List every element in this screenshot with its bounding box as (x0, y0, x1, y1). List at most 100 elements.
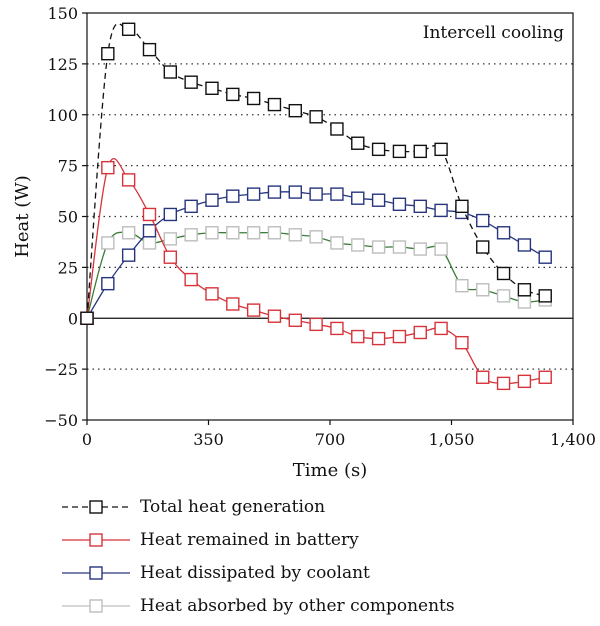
data-point (80, 311, 94, 325)
data-point (434, 142, 448, 157)
series-2 (80, 185, 552, 325)
data-point (351, 191, 365, 205)
legend: Total heat generation Heat remained in b… (60, 490, 560, 622)
data-point (434, 321, 448, 336)
series-layer (80, 22, 552, 391)
legend-marker (89, 565, 103, 580)
data-point (163, 250, 178, 264)
data-point (267, 309, 282, 323)
legend-label: Total heat generation (140, 496, 326, 517)
data-point (226, 189, 240, 203)
y-tick-label: 75 (58, 157, 78, 176)
data-point (101, 160, 115, 175)
x-tick-label: 350 (193, 430, 224, 449)
data-point (309, 187, 323, 201)
legend-label: Heat remained in battery (140, 529, 359, 550)
legend-item-heat-absorbed-by-other-components: Heat absorbed by other components (60, 589, 560, 622)
data-point (184, 272, 198, 287)
data-point (288, 228, 302, 242)
data-point (434, 203, 448, 218)
data-point (434, 242, 448, 256)
data-point (246, 303, 261, 317)
y-tick-label: −50 (44, 411, 78, 430)
data-point (246, 226, 261, 240)
legend-swatch (62, 532, 130, 547)
data-point (309, 317, 323, 332)
legend-item-total-heat-generation: Total heat generation (60, 490, 560, 523)
data-point (476, 240, 490, 254)
legend-item-heat-remained-in-battery: Heat remained in battery (60, 523, 560, 556)
x-tick-label: 0 (82, 430, 92, 449)
data-point (392, 197, 407, 211)
data-point (226, 226, 240, 240)
data-point (517, 238, 532, 252)
data-point (455, 335, 469, 350)
data-point (538, 289, 552, 303)
x-tick-label: 700 (315, 430, 346, 449)
data-point (184, 75, 198, 89)
data-point (371, 240, 386, 254)
data-point (101, 236, 115, 250)
data-point (121, 248, 136, 262)
data-point (476, 283, 490, 297)
legend-swatch (62, 499, 130, 514)
legend-marker (89, 598, 103, 613)
data-point (288, 185, 302, 199)
data-point (330, 321, 344, 336)
x-axis-ticks: 0 350 700 1,050 1,400 (82, 420, 596, 449)
legend-label: Heat absorbed by other components (140, 595, 455, 616)
data-point (184, 199, 198, 214)
data-point (142, 42, 157, 57)
data-point (496, 376, 511, 391)
y-axis-label: Heat (W) (12, 175, 33, 258)
y-tick-label: 125 (47, 55, 78, 74)
data-point (184, 228, 198, 242)
y-tick-label: 50 (58, 208, 78, 227)
x-axis-label: Time (s) (293, 460, 368, 481)
data-point (142, 224, 157, 238)
x-tick-label: 1,400 (550, 430, 596, 449)
data-point (163, 232, 178, 246)
data-point (517, 374, 532, 389)
y-tick-label: 100 (47, 106, 78, 125)
series-line (86, 23, 546, 319)
legend-swatch (62, 598, 130, 613)
data-point (517, 295, 532, 309)
data-point (330, 187, 344, 201)
data-point (309, 230, 323, 244)
data-point (309, 110, 323, 124)
y-tick-label: 0 (68, 309, 78, 328)
data-point (476, 370, 490, 384)
data-point (163, 65, 178, 79)
data-point (205, 287, 219, 301)
data-point (121, 226, 136, 240)
series-3 (80, 226, 552, 325)
data-point (246, 91, 261, 106)
data-point (288, 313, 302, 327)
data-point (246, 187, 261, 201)
y-tick-label: 25 (58, 258, 78, 277)
data-point (496, 266, 511, 281)
series-0 (80, 22, 552, 325)
chart: 0 350 700 1,050 1,400 −50 −25 0 25 50 75 100 125 150… (12, 4, 596, 481)
data-point (496, 226, 511, 240)
data-point (288, 103, 302, 118)
data-point (392, 329, 407, 344)
data-point (538, 370, 552, 384)
y-tick-label: 150 (47, 4, 78, 23)
data-point (121, 22, 136, 36)
data-point (142, 236, 157, 250)
data-point (371, 142, 386, 157)
legend-label: Heat dissipated by coolant (140, 562, 370, 583)
data-point (538, 250, 552, 264)
data-point (267, 97, 282, 112)
y-axis-ticks: −50 −25 0 25 50 75 100 125 150 (44, 4, 87, 430)
data-point (392, 240, 407, 254)
grid-lines (87, 63, 573, 370)
data-point (392, 144, 407, 159)
data-point (351, 238, 365, 252)
data-point (476, 213, 490, 228)
data-point (330, 236, 344, 250)
data-point (351, 136, 365, 150)
data-point (351, 329, 365, 344)
